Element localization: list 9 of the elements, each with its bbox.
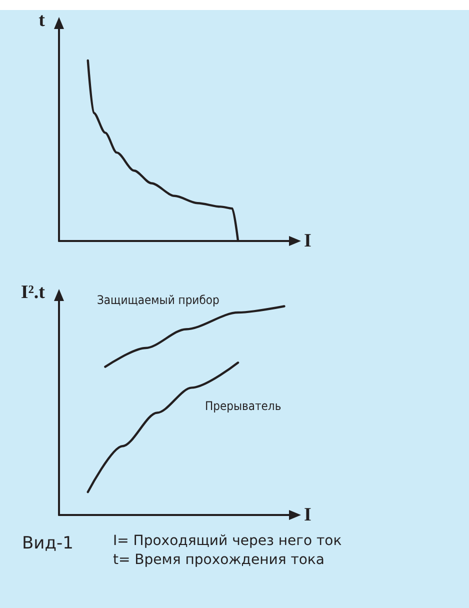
text: Вид-1 — [22, 534, 74, 554]
x-axis-title: I — [304, 504, 312, 526]
text: t= Время прохождения тока — [113, 552, 324, 568]
x-axis-title: I — [304, 230, 312, 252]
series-label: Прерыватель — [205, 399, 282, 413]
y-axis-title: I².t — [20, 282, 46, 303]
y-axis-title: t — [38, 10, 46, 31]
text: I= Проходящий через него ток — [113, 533, 342, 549]
series-label: Защищаемый прибор — [97, 293, 220, 307]
